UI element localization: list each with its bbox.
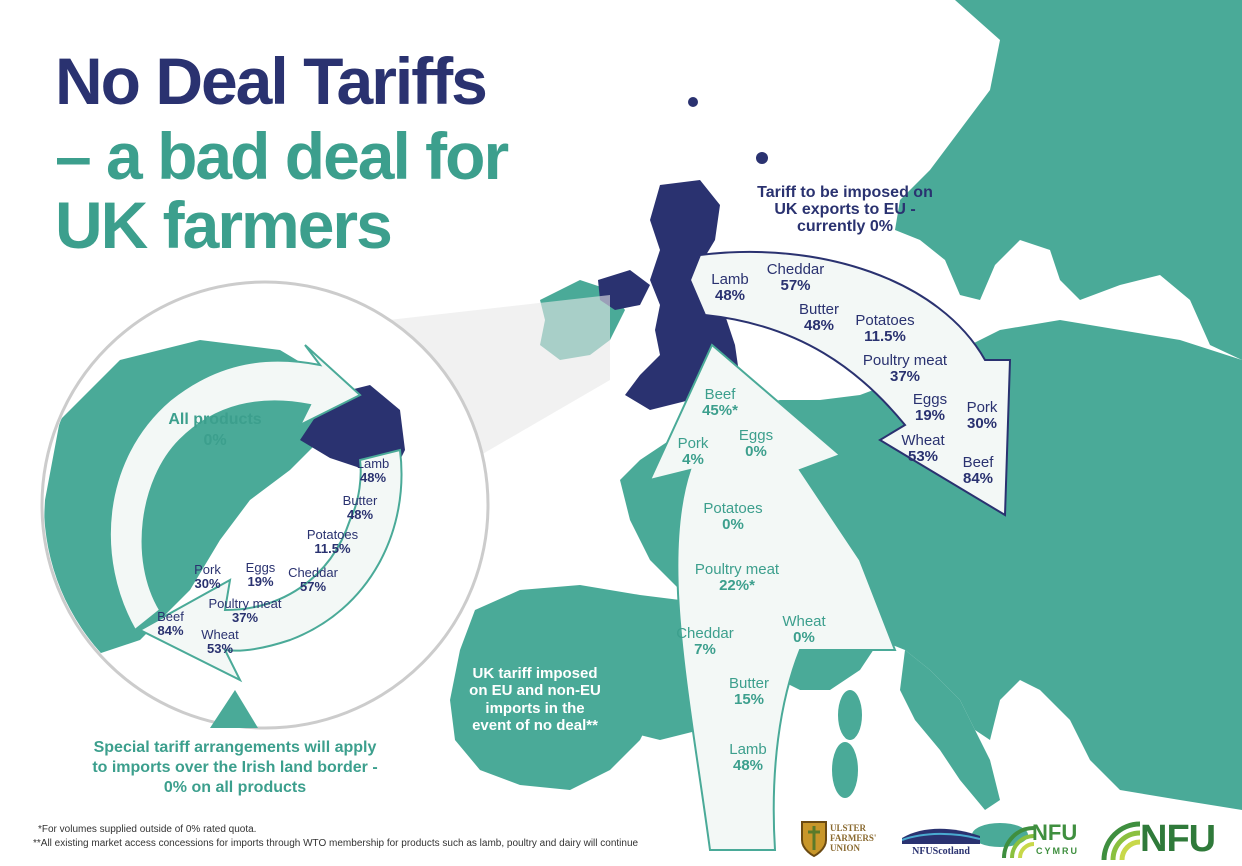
imports-heading: UK tariff imposed on EU and non-EU impor… (469, 665, 601, 734)
export-item-wheat: Wheat 53% (901, 432, 945, 465)
ireland-all-products: All products 0% (168, 411, 262, 449)
import-item-wheat: Wheat 0% (782, 613, 826, 646)
exports-heading: Tariff to be imposed on UK exports to EU… (757, 184, 933, 235)
title-line-2a: – a bad deal for (55, 119, 509, 193)
import-item-butter: Butter 15% (728, 675, 770, 708)
title-line-2b: UK farmers (55, 188, 393, 263)
export-item-butter: Butter 48% (798, 301, 840, 334)
import-item-lamb: Lamb 48% (729, 741, 767, 774)
nfu-scotland-logo: NFUScotland (900, 822, 982, 860)
import-item-poultry: Poultry meat 22%* (694, 561, 780, 594)
export-item-pork: Pork 30% (966, 399, 998, 432)
export-item-poultry: Poultry meat 37% (862, 352, 948, 385)
ireland-item-lamb: Lamb 48% (356, 456, 390, 485)
nfu-logo: NFU (1100, 816, 1220, 862)
export-item-potatoes: Potatoes 11.5% (855, 312, 915, 345)
import-item-potatoes: Potatoes 0% (703, 500, 763, 533)
ireland-item-potatoes: Potatoes 11.5% (306, 527, 359, 556)
import-item-beef: Beef 45%* (702, 386, 738, 419)
footnote-1: *For volumes supplied outside of 0% rate… (38, 824, 257, 835)
export-item-eggs: Eggs 19% (912, 391, 948, 424)
ulster-shield-icon (801, 821, 827, 858)
nfu-cymru-arcs-icon (1002, 826, 1035, 859)
ireland-item-cheddar: Cheddar 57% (288, 565, 338, 594)
title-line-2: – a bad deal for UK farmers (55, 119, 509, 263)
ireland-item-eggs: Eggs 19% (245, 560, 276, 589)
import-item-eggs: Eggs 0% (738, 427, 774, 460)
export-item-beef: Beef 84% (962, 454, 994, 487)
nfu-arcs-icon (1101, 821, 1141, 861)
nfu-cymru-logo: NFU CYMRU (1000, 818, 1092, 860)
export-item-lamb: Lamb 48% (711, 271, 749, 304)
import-item-pork: Pork 4% (677, 435, 709, 468)
ireland-item-wheat: Wheat 53% (201, 627, 239, 656)
nfu-scotland-wave-icon (902, 828, 980, 844)
irish-border-note: Special tariff arrangements will apply t… (92, 739, 378, 796)
import-item-cheddar: Cheddar 7% (676, 625, 734, 658)
ireland-item-beef: Beef 84% (157, 609, 184, 638)
footnote-2: **All existing market access concessions… (33, 838, 639, 849)
ireland-item-pork: Pork 30% (194, 562, 221, 591)
ireland-item-butter: Butter 48% (342, 493, 378, 522)
ireland-item-poultry: Poultry meat 37% (208, 596, 282, 625)
title-line-1: No Deal Tariffs (55, 44, 488, 118)
ulster-farmers-union-logo: ULSTER FARMERS' UNION (800, 818, 895, 860)
export-item-cheddar: Cheddar 57% (766, 261, 825, 294)
